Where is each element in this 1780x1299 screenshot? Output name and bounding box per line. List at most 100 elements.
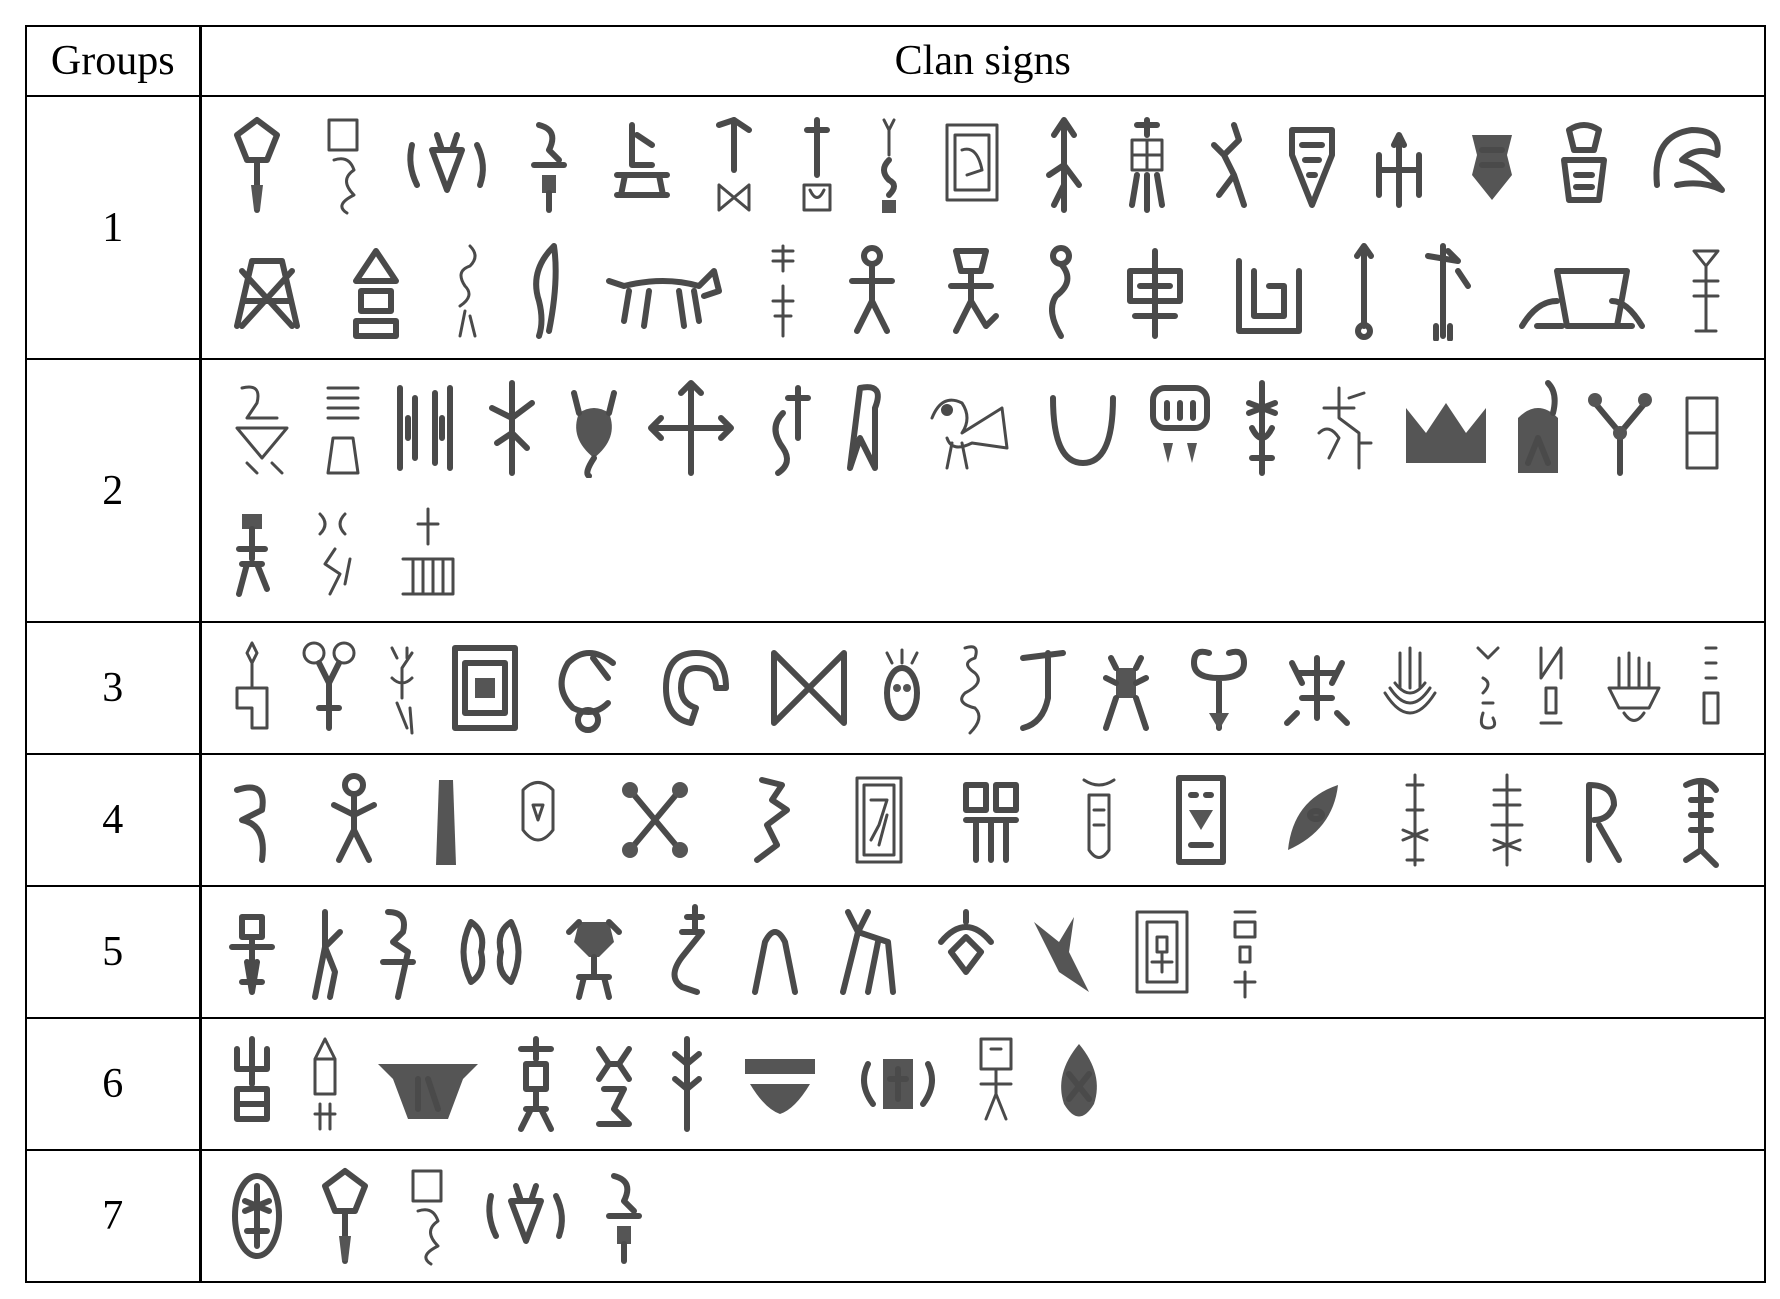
clan-sign-glyph	[1049, 1025, 1109, 1143]
clan-sign-glyph	[1278, 761, 1348, 879]
clan-sign-glyph	[745, 893, 805, 1011]
clan-sign-glyph	[646, 369, 736, 487]
sign-line	[202, 625, 1765, 751]
clan-sign-glyph	[1120, 232, 1190, 350]
clan-sign-glyph	[1531, 629, 1571, 747]
clan-sign-glyph	[382, 629, 422, 747]
clan-sign-glyph	[1468, 629, 1508, 747]
clan-sign-glyph	[764, 629, 854, 747]
clan-sign-glyph	[742, 761, 802, 879]
clan-sign-glyph	[227, 495, 277, 613]
clan-sign-glyph	[1204, 106, 1254, 224]
clan-sign-glyph	[1309, 369, 1379, 487]
clan-sign-glyph	[615, 761, 695, 879]
clan-sign-glyph	[792, 106, 842, 224]
clan-sign-glyph	[319, 106, 369, 224]
sign-line	[202, 1021, 1765, 1147]
clan-sign-glyph	[1349, 232, 1379, 350]
clan-signs-cell	[199, 1149, 1766, 1283]
clan-sign-glyph	[373, 1025, 483, 1143]
clan-sign-glyph	[305, 495, 365, 613]
clan-sign-glyph	[524, 232, 564, 350]
clan-sign-glyph	[1594, 629, 1674, 747]
clan-sign-glyph	[1127, 893, 1197, 1011]
clan-sign-glyph	[1482, 761, 1532, 879]
clan-signs-cell	[199, 1017, 1766, 1151]
clan-sign-glyph	[564, 369, 624, 487]
clan-sign-glyph	[1676, 761, 1726, 879]
clan-sign-glyph	[318, 369, 368, 487]
clan-sign-glyph	[403, 1157, 453, 1275]
clan-sign-glyph	[651, 629, 741, 747]
clan-sign-glyph	[1282, 629, 1352, 747]
clan-sign-glyph	[1375, 629, 1445, 747]
clan-sign-glyph	[956, 761, 1026, 879]
clan-sign-glyph	[877, 629, 927, 747]
clan-sign-glyph	[1585, 369, 1655, 487]
clan-signs-header: Clan signs	[199, 25, 1766, 97]
sign-line	[202, 228, 1765, 354]
group-number: 3	[25, 621, 202, 755]
group-number: 2	[25, 358, 202, 623]
clan-sign-glyph	[1229, 232, 1309, 350]
clan-sign-glyph	[1401, 369, 1491, 487]
clan-sign-glyph	[1554, 106, 1614, 224]
clan-sign-glyph	[1074, 761, 1124, 879]
clan-sign-glyph	[393, 495, 463, 613]
clan-sign-glyph	[482, 369, 542, 487]
clan-sign-glyph	[840, 369, 900, 487]
clan-sign-glyph	[1287, 106, 1337, 224]
group-row: 2	[25, 358, 1766, 623]
clan-sign-glyph	[758, 369, 818, 487]
clan-sign-glyph	[227, 1157, 287, 1275]
group-row: 7	[25, 1149, 1766, 1283]
clan-sign-glyph	[937, 106, 1007, 224]
clan-sign-glyph	[1145, 369, 1215, 487]
clan-sign-glyph	[599, 1157, 649, 1275]
clan-sign-glyph	[1579, 761, 1629, 879]
clan-signs-cell	[199, 885, 1766, 1019]
clan-sign-glyph	[346, 232, 406, 350]
clan-sign-glyph	[524, 106, 574, 224]
clan-sign-glyph	[1418, 232, 1478, 350]
clan-signs-cell	[199, 95, 1766, 360]
clan-sign-glyph	[1041, 232, 1081, 350]
clan-sign-glyph	[559, 893, 629, 1011]
group-number: 7	[25, 1149, 202, 1283]
sign-line	[202, 889, 1765, 1015]
clan-sign-glyph	[1395, 761, 1435, 879]
clan-sign-glyph	[1039, 106, 1089, 224]
clan-sign-glyph	[227, 893, 277, 1011]
clan-sign-glyph	[1237, 369, 1287, 487]
clan-sign-glyph	[842, 232, 902, 350]
clan-sign-glyph	[373, 893, 423, 1011]
group-number: 5	[25, 885, 202, 1019]
clan-sign-glyph	[709, 106, 759, 224]
clan-sign-glyph	[305, 1025, 345, 1143]
clan-sign-glyph	[305, 893, 345, 1011]
clan-sign-glyph	[931, 893, 1001, 1011]
clan-sign-glyph	[402, 106, 492, 224]
sign-line	[202, 365, 1765, 491]
clan-sign-glyph	[1225, 893, 1265, 1011]
clan-sign-glyph	[315, 1157, 375, 1275]
clan-sign-glyph	[1686, 232, 1726, 350]
clan-sign-glyph	[508, 761, 568, 879]
clan-sign-glyph	[481, 1157, 571, 1275]
clan-sign-glyph	[941, 232, 1001, 350]
clan-signs-cell	[199, 753, 1766, 887]
clan-sign-glyph	[607, 106, 677, 224]
clan-sign-glyph	[833, 893, 903, 1011]
clan-sign-glyph	[1696, 629, 1726, 747]
clan-sign-glyph	[390, 369, 460, 487]
group-row: 4	[25, 753, 1766, 887]
clan-sign-glyph	[667, 1025, 707, 1143]
clan-sign-glyph	[1122, 106, 1172, 224]
clan-sign-glyph	[1677, 369, 1727, 487]
clan-sign-glyph	[1513, 369, 1563, 487]
clan-sign-glyph	[548, 629, 628, 747]
clan-sign-glyph	[1096, 629, 1156, 747]
clan-sign-glyph	[1179, 629, 1259, 747]
